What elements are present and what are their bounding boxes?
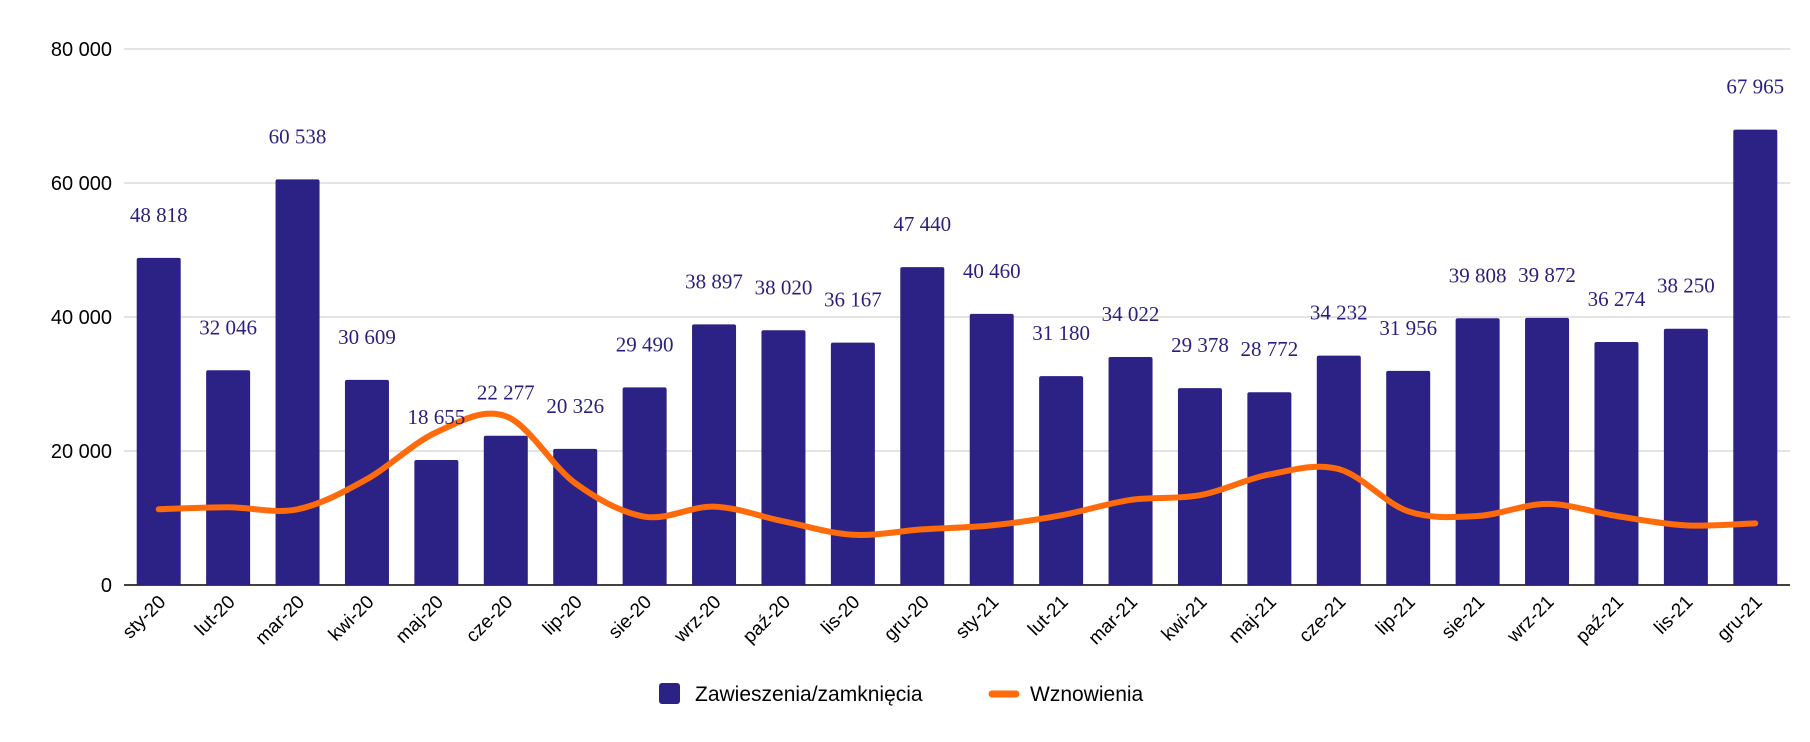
data-label: 28 772 [1241,337,1299,361]
x-tick-label: mar-21 [1085,592,1142,649]
data-label: 38 020 [755,275,813,299]
legend-label-line: Wznowienia [1030,683,1144,706]
bar [1733,129,1778,585]
x-tick-label: sie-20 [605,592,656,643]
bar [1177,388,1222,585]
y-tick-label: 80 000 [51,39,112,61]
bar [414,460,459,585]
data-labels: 48 818 32 046 60 538 30 609 18 655 22 277 20 3… [130,75,1784,429]
bar-series [136,129,1778,586]
x-tick-label: gru-21 [1713,592,1767,646]
bar [1247,392,1292,585]
data-label: 32 046 [199,315,257,339]
data-label: 67 965 [1726,75,1784,99]
y-tick-label: 0 [101,575,112,597]
data-label: 20 326 [546,394,604,418]
x-tick-label: lut-20 [191,592,239,640]
data-label: 18 655 [408,405,466,429]
x-tick-label: maj-21 [1225,592,1281,648]
bar [1663,328,1708,585]
data-label: 40 460 [963,259,1021,283]
x-tick-label: sie-21 [1438,592,1489,643]
bar [900,267,945,585]
x-tick-label: paź-20 [739,592,795,648]
x-tick-label: cze-20 [462,592,517,647]
legend-swatch-bar [659,683,680,704]
legend-label-bar: Zawieszenia/zamknięcia [695,683,923,706]
bar [692,324,737,585]
data-label: 36 167 [824,288,882,312]
x-tick-label: paź-21 [1572,592,1628,648]
x-axis-ticks: sty-20 lut-20 mar-20 kwi-20 maj-20 cze-20 lip-… [119,592,1767,649]
line-series [155,410,1759,538]
bar [1386,370,1431,585]
gridlines [124,48,1790,586]
y-axis-ticks: 0 20 000 40 000 60 000 80 000 [51,39,112,597]
x-tick-label: lis-21 [1650,592,1697,639]
data-label: 38 250 [1657,274,1715,298]
data-label: 38 897 [685,269,743,293]
x-tick-label: lut-21 [1024,592,1072,640]
x-tick-label: lip-21 [1372,592,1420,640]
bar [830,342,875,585]
bar [969,313,1014,585]
x-tick-label: gru-20 [880,592,934,646]
data-label: 36 274 [1588,287,1646,311]
data-label: 31 180 [1032,321,1090,345]
data-label: 29 378 [1171,333,1229,357]
data-label: 31 956 [1379,316,1437,340]
bar [275,179,320,586]
x-tick-label: lis-20 [817,592,864,639]
x-tick-label: maj-20 [392,592,448,648]
bar [1594,341,1639,585]
data-label: 60 538 [269,124,327,148]
bar [1039,376,1084,585]
data-label: 39 872 [1518,263,1576,287]
bar [483,435,528,585]
bar [1525,317,1570,585]
bar [1455,318,1500,585]
x-tick-label: mar-20 [252,592,309,649]
x-tick-label: kwi-21 [1158,592,1212,646]
bar [622,387,667,585]
data-label: 47 440 [893,212,951,236]
x-tick-label: lip-20 [539,592,587,640]
data-label: 29 490 [616,332,674,356]
bar [206,370,251,585]
bar [1108,357,1153,585]
y-tick-label: 60 000 [51,173,112,195]
bar [761,330,806,585]
data-label: 34 232 [1310,301,1368,325]
x-tick-label: kwi-20 [325,592,379,646]
bar [136,257,181,585]
data-label: 48 818 [130,203,188,227]
x-tick-label: sty-20 [119,592,170,643]
legend: Zawieszenia/zamknięcia Wznowienia [659,683,1144,706]
data-label: 22 277 [477,381,535,405]
y-tick-label: 20 000 [51,441,112,463]
data-label: 30 609 [338,325,396,349]
x-tick-label: sty-21 [952,592,1003,643]
data-label: 39 808 [1449,263,1507,287]
x-tick-label: cze-21 [1295,592,1350,647]
x-tick-label: wrz-21 [1503,592,1559,648]
data-label: 34 022 [1102,302,1160,326]
wznowienia-line [155,410,1759,538]
bar [553,448,598,585]
x-tick-label: wrz-20 [670,592,726,648]
y-tick-label: 40 000 [51,307,112,329]
